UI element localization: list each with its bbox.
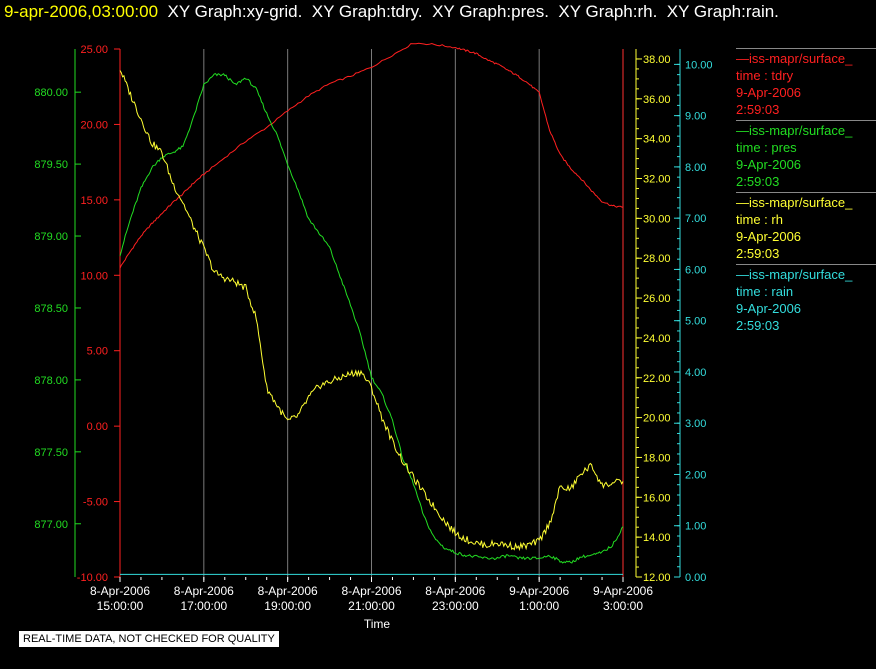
rain-tick-label: 5.00 [685,316,706,328]
legend-rain-date: 9-Apr-2006 [736,301,802,316]
pres-tick-label: 877.00 [34,519,68,531]
pres-tick-label: 877.50 [34,447,68,459]
rh-tick-label: 30.00 [643,213,671,225]
x-tick-label-date: 8-Apr-2006 [174,584,234,598]
rain-tick-label: 10.00 [685,59,713,71]
x-tick-label-date: 9-Apr-2006 [509,584,569,598]
rh-tick-label: 16.00 [643,492,671,504]
rain-tick-label: 3.00 [685,418,706,430]
x-tick-label-date: 8-Apr-2006 [341,584,401,598]
legend-rh-name: —iss-mapr/surface_ [736,192,876,210]
rh-tick-label: 36.00 [643,94,671,106]
graph-label-rh: XY Graph:rh. [558,2,658,21]
graph-label-rain: XY Graph:rain. [666,2,779,21]
pres-tick-label: 878.50 [34,303,68,315]
rh-tick-label: 22.00 [643,373,671,385]
rh-tick-label: 26.00 [643,293,671,305]
legend-rh-time: 2:59:03 [736,246,780,261]
header-datetime: 9-apr-2006,03:00:00 [4,2,159,21]
x-tick-label-date: 8-Apr-2006 [90,584,150,598]
series-line-pres [119,73,624,564]
tdry-tick-label: 15.00 [80,195,108,207]
legend-rain-var: time : rain [736,284,794,299]
tdry-tick-label: 20.00 [80,119,108,131]
x-tick-label-time: 17:00:00 [180,599,227,613]
rh-tick-label: 18.00 [643,452,671,464]
rain-tick-label: 1.00 [685,521,706,533]
tdry-tick-label: 5.00 [87,346,108,358]
x-tick-label-date: 9-Apr-2006 [593,584,653,598]
rh-tick-label: 20.00 [643,413,671,425]
legend-entry-pres: —iss-mapr/surface_ time : pres 9-Apr-200… [736,120,876,192]
x-axis-labels: 8-Apr-200615:00:008-Apr-200617:00:008-Ap… [90,577,653,631]
legend-pres-date: 9-Apr-2006 [736,157,802,172]
rain-tick-label: 0.00 [685,572,706,584]
legend-tdry-name: —iss-mapr/surface_ [736,48,876,66]
x-tick-label-time: 3:00:00 [603,599,643,613]
title-bar: 9-apr-2006,03:00:00 XY Graph:xy-grid. XY… [4,2,779,22]
legend-entry-tdry: —iss-mapr/surface_ time : tdry 9-Apr-200… [736,48,876,120]
rh-tick-label: 32.00 [643,174,671,186]
legend: —iss-mapr/surface_ time : tdry 9-Apr-200… [736,48,876,336]
quality-footnote: REAL-TIME DATA, NOT CHECKED FOR QUALITY [19,631,279,647]
pres-tick-label: 880.00 [34,87,68,99]
graph-label-pres: XY Graph:pres. [432,2,549,21]
rh-tick-label: 34.00 [643,134,671,146]
grid-lines [203,49,540,577]
legend-rain-name: —iss-mapr/surface_ [736,264,876,282]
series-line-rh [119,70,624,552]
series-lines [119,42,624,575]
rain-tick-label: 4.00 [685,367,706,379]
x-tick-label-time: 21:00:00 [348,599,395,613]
x-tick-label-date: 8-Apr-2006 [258,584,318,598]
legend-tdry-date: 9-Apr-2006 [736,85,802,100]
x-tick-label-time: 19:00:00 [264,599,311,613]
rain-tick-label: 9.00 [685,111,706,123]
rain-tick-label: 6.00 [685,264,706,276]
tdry-tick-label: 25.00 [80,44,108,56]
legend-rh-var: time : rh [736,212,783,227]
rain-tick-label: 7.00 [685,213,706,225]
rain-tick-label: 2.00 [685,469,706,481]
rh-tick-label: 24.00 [643,333,671,345]
legend-rh-date: 9-Apr-2006 [736,229,802,244]
legend-entry-rh: —iss-mapr/surface_ time : rh 9-Apr-2006 … [736,192,876,264]
pres-tick-label: 879.50 [34,159,68,171]
x-tick-label-time: 15:00:00 [97,599,144,613]
graph-label-xy-grid: XY Graph:xy-grid. [167,2,303,21]
rh-tick-label: 14.00 [643,532,671,544]
legend-rain-time: 2:59:03 [736,318,780,333]
series-line-tdry [119,42,624,269]
legend-pres-var: time : pres [736,140,797,155]
axes: 880.00 879.50 879.00 878.50 878.00 877.50 877.… [34,44,712,584]
legend-pres-name: —iss-mapr/surface_ [736,120,876,138]
x-tick-label-time: 1:00:00 [519,599,559,613]
legend-pres-time: 2:59:03 [736,174,780,189]
tdry-tick-label: 0.00 [87,421,108,433]
x-axis-label: Time [364,617,391,631]
rh-tick-label: 38.00 [643,54,671,66]
pres-tick-label: 879.00 [34,231,68,243]
x-tick-label-time: 23:00:00 [432,599,479,613]
tdry-tick-label: -10.00 [77,572,108,584]
legend-tdry-time: 2:59:03 [736,102,780,117]
legend-entry-rain: —iss-mapr/surface_ time : rain 9-Apr-200… [736,264,876,336]
x-tick-label-date: 8-Apr-2006 [425,584,485,598]
legend-tdry-var: time : tdry [736,68,794,83]
rh-tick-label: 28.00 [643,253,671,265]
rain-tick-label: 8.00 [685,162,706,174]
graph-label-tdry: XY Graph:tdry. [311,2,423,21]
pres-tick-label: 878.00 [34,375,68,387]
tdry-tick-label: -5.00 [83,497,108,509]
tdry-tick-label: 10.00 [80,270,108,282]
rh-tick-label: 12.00 [643,572,671,584]
